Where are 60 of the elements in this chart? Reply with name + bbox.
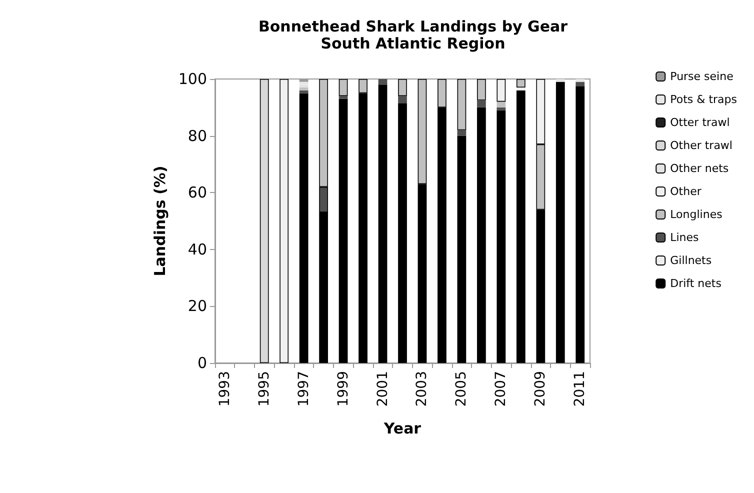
bar — [516, 88, 526, 90]
bar — [338, 96, 348, 99]
bar — [338, 98, 348, 363]
chart-subtitle: South Atlantic Region — [320, 34, 506, 52]
legend-label: Lines — [670, 231, 700, 244]
x-tick-label: 2005 — [454, 371, 470, 407]
bar — [556, 79, 565, 82]
bar — [477, 79, 486, 100]
chart-title: Bonnethead Shark Landings by Gear — [258, 18, 568, 36]
bar — [496, 110, 506, 363]
bar — [398, 96, 407, 104]
bar — [338, 79, 348, 96]
bar — [477, 100, 486, 108]
x-tick-label: 1995 — [256, 371, 272, 407]
bar — [378, 79, 388, 85]
x-tick-label: 2009 — [532, 371, 549, 407]
bar — [398, 103, 407, 363]
y-tick-label: 60 — [188, 184, 207, 202]
legend-label: Pots & traps — [670, 93, 738, 106]
bar — [299, 93, 308, 363]
bar — [378, 84, 388, 363]
bar — [576, 86, 585, 363]
x-tick-label: 2001 — [374, 371, 391, 407]
bar — [477, 107, 486, 363]
bar — [457, 79, 466, 130]
bar — [496, 79, 506, 102]
legend-label: Purse seine — [670, 70, 734, 83]
legend-label: Other — [670, 185, 702, 198]
y-tick-label: 20 — [188, 297, 207, 316]
y-axis-title: Landings (%) — [150, 166, 169, 276]
bar — [496, 102, 506, 108]
x-tick-label: 2003 — [414, 371, 430, 407]
bar — [556, 82, 565, 363]
bar — [457, 130, 466, 136]
x-tick-label: 1999 — [335, 371, 352, 407]
legend-label: Gillnets — [670, 254, 712, 267]
y-tick-label: 0 — [197, 354, 207, 372]
x-tick-label: 2007 — [493, 371, 510, 407]
bar — [457, 136, 466, 363]
bar — [280, 79, 289, 363]
bar — [299, 84, 308, 88]
legend-label: Otter trawl — [670, 116, 730, 129]
legend-label: Other nets — [670, 162, 729, 175]
bar — [576, 82, 585, 86]
legend-label: Longlines — [670, 208, 723, 221]
bar — [576, 79, 585, 82]
x-axis-title: Year — [382, 420, 422, 438]
x-tick-label: 1997 — [296, 371, 312, 407]
y-tick-label: 100 — [178, 70, 207, 88]
bar — [299, 88, 308, 90]
bar — [398, 79, 407, 96]
x-tick-label: 1993 — [216, 371, 233, 407]
bar — [516, 79, 526, 88]
y-tick-label: 80 — [188, 126, 207, 145]
x-tick-label: 2011 — [572, 371, 588, 407]
y-tick-label: 40 — [188, 240, 207, 258]
bar — [260, 79, 269, 363]
legend-label: Drift nets — [670, 277, 722, 290]
bar — [516, 90, 526, 363]
legend-label: Other trawl — [670, 139, 732, 152]
